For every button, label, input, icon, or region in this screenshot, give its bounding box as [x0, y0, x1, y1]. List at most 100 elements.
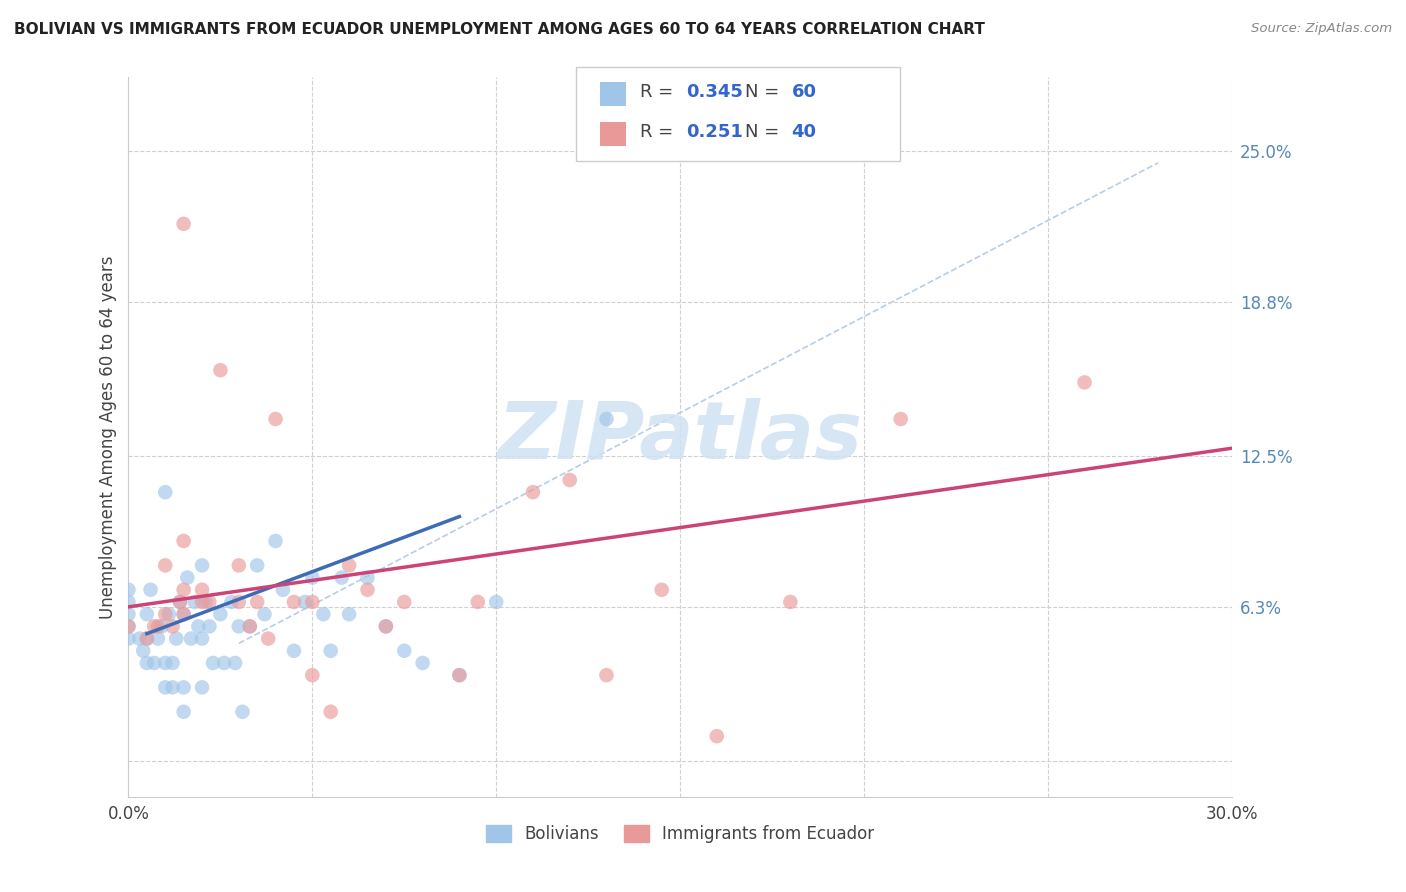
- Point: [143, 619, 166, 633]
- Point: [173, 681, 195, 695]
- Point: [191, 558, 214, 573]
- Point: [128, 632, 150, 646]
- Point: [139, 582, 162, 597]
- Point: [283, 595, 305, 609]
- Point: [264, 533, 287, 548]
- Point: [173, 533, 195, 548]
- Point: [117, 607, 139, 622]
- Point: [337, 607, 360, 622]
- Point: [169, 595, 191, 609]
- Point: [239, 619, 262, 633]
- Point: [706, 729, 728, 743]
- Text: BOLIVIAN VS IMMIGRANTS FROM ECUADOR UNEMPLOYMENT AMONG AGES 60 TO 64 YEARS CORRE: BOLIVIAN VS IMMIGRANTS FROM ECUADOR UNEM…: [14, 22, 986, 37]
- Point: [173, 705, 195, 719]
- Point: [595, 412, 617, 426]
- Point: [135, 656, 157, 670]
- Point: [198, 619, 221, 633]
- Point: [253, 607, 276, 622]
- Point: [180, 632, 202, 646]
- Point: [117, 632, 139, 646]
- Point: [1073, 376, 1095, 390]
- Point: [374, 619, 396, 633]
- Point: [117, 619, 139, 633]
- Point: [228, 558, 250, 573]
- Point: [155, 607, 177, 622]
- Point: [165, 632, 187, 646]
- Point: [301, 571, 323, 585]
- Point: [412, 656, 434, 670]
- Point: [162, 681, 184, 695]
- Point: [162, 656, 184, 670]
- Point: [150, 619, 173, 633]
- Text: 40: 40: [792, 123, 817, 141]
- Point: [337, 558, 360, 573]
- Point: [173, 582, 195, 597]
- Point: [264, 412, 287, 426]
- Point: [155, 656, 177, 670]
- Point: [183, 595, 205, 609]
- Text: 0.345: 0.345: [686, 84, 742, 102]
- Point: [146, 619, 169, 633]
- Point: [132, 644, 155, 658]
- Point: [117, 619, 139, 633]
- Text: N =: N =: [745, 123, 785, 141]
- Point: [312, 607, 335, 622]
- Point: [449, 668, 471, 682]
- Text: R =: R =: [640, 84, 679, 102]
- Point: [595, 668, 617, 682]
- Text: 0.251: 0.251: [686, 123, 742, 141]
- Text: Source: ZipAtlas.com: Source: ZipAtlas.com: [1251, 22, 1392, 36]
- Point: [246, 595, 269, 609]
- Point: [155, 558, 177, 573]
- Point: [209, 607, 232, 622]
- Point: [890, 412, 912, 426]
- Point: [356, 571, 378, 585]
- Point: [198, 595, 221, 609]
- Point: [135, 607, 157, 622]
- Point: [319, 705, 342, 719]
- Point: [212, 656, 235, 670]
- Point: [191, 632, 214, 646]
- Point: [176, 571, 198, 585]
- Point: [394, 595, 416, 609]
- Point: [221, 595, 243, 609]
- Point: [202, 656, 225, 670]
- Point: [319, 644, 342, 658]
- Point: [394, 644, 416, 658]
- Point: [135, 632, 157, 646]
- Point: [143, 656, 166, 670]
- Point: [169, 595, 191, 609]
- Point: [224, 656, 246, 670]
- Point: [257, 632, 280, 646]
- Point: [522, 485, 544, 500]
- Text: ZIPatlas: ZIPatlas: [498, 399, 862, 476]
- Point: [117, 595, 139, 609]
- Point: [485, 595, 508, 609]
- Text: 60: 60: [792, 84, 817, 102]
- Legend: Bolivians, Immigrants from Ecuador: Bolivians, Immigrants from Ecuador: [479, 819, 882, 850]
- Point: [191, 595, 214, 609]
- Point: [173, 607, 195, 622]
- Point: [294, 595, 316, 609]
- Point: [558, 473, 581, 487]
- Point: [173, 607, 195, 622]
- Point: [228, 619, 250, 633]
- Point: [162, 619, 184, 633]
- Point: [301, 595, 323, 609]
- Point: [246, 558, 269, 573]
- Point: [330, 571, 353, 585]
- Point: [155, 681, 177, 695]
- Point: [301, 668, 323, 682]
- Point: [467, 595, 489, 609]
- Point: [356, 582, 378, 597]
- Point: [374, 619, 396, 633]
- Point: [231, 705, 253, 719]
- Point: [194, 595, 217, 609]
- Text: R =: R =: [640, 123, 679, 141]
- Y-axis label: Unemployment Among Ages 60 to 64 years: Unemployment Among Ages 60 to 64 years: [100, 255, 117, 619]
- Text: N =: N =: [745, 84, 785, 102]
- Point: [191, 681, 214, 695]
- Point: [191, 582, 214, 597]
- Point: [155, 485, 177, 500]
- Point: [157, 607, 180, 622]
